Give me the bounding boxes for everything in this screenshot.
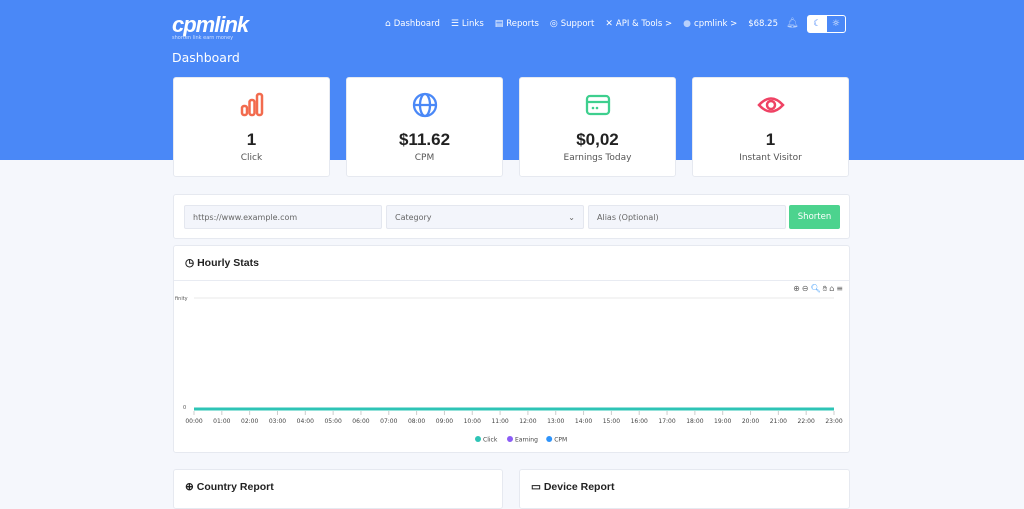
x-tick-label: 20:00 — [742, 418, 759, 425]
x-tick-label: 00:00 — [185, 418, 202, 425]
x-tick-label: 05:00 — [324, 418, 341, 425]
user-icon: ● — [683, 19, 692, 29]
globe-icon: ⊕ — [185, 481, 194, 493]
nav-user[interactable]: ● cpmlink > — [683, 19, 738, 29]
header-banner — [0, 0, 1024, 160]
legend-marker-cpm — [546, 436, 553, 442]
x-tick-label: 10:00 — [464, 418, 481, 425]
x-tick-label: 07:00 — [380, 418, 397, 425]
zoom-select-icon[interactable]: 🔍︎ — [810, 284, 821, 293]
bar-chart-icon — [174, 92, 329, 118]
stat-card-click: 1 Click — [173, 77, 330, 177]
laptop-icon: ▭ — [531, 481, 541, 493]
x-tick-label: 17:00 — [658, 418, 675, 425]
home-icon: ⌂ — [385, 19, 391, 29]
menu-icon[interactable]: ≡ — [836, 284, 843, 293]
zoom-in-icon[interactable]: ⊕ — [793, 284, 800, 293]
x-tick-label: 03:00 — [269, 418, 286, 425]
moon-icon[interactable]: ☾ — [808, 16, 827, 32]
clock-icon: ◷ — [185, 257, 195, 269]
x-tick-label: 06:00 — [352, 418, 369, 425]
x-tick-label: 14:00 — [575, 418, 592, 425]
divider — [174, 280, 849, 281]
stat-card-cpm: $11.62 CPM — [346, 77, 503, 177]
top-nav: ⌂ Dashboard ☰ Links ▤ Reports ◎ Support ✕ API… — [385, 19, 778, 29]
category-select[interactable]: Category ⌄ — [386, 205, 584, 229]
chevron-down-icon: ⌄ — [568, 213, 575, 222]
page-title: Dashboard — [172, 50, 240, 65]
x-tick-label: 01:00 — [213, 418, 230, 425]
lifebuoy-icon: ◎ — [549, 19, 558, 29]
hourly-stats-card: ◷ Hourly Stats ⊕ ⊖ 🔍︎ ✋︎ ⌂ ≡ finity 0 00:00 01:0… — [173, 245, 850, 453]
sun-icon[interactable]: ☼ — [831, 19, 840, 29]
hourly-chart: finity 0 00:00 01:00 02:00 03:00 04:00 05:00 06:… — [175, 296, 843, 444]
x-tick-label: 11:00 — [491, 418, 508, 425]
shorten-button[interactable]: Shorten — [789, 205, 840, 229]
globe-icon — [347, 92, 502, 118]
tools-icon: ✕ — [605, 19, 613, 29]
bell-icon[interactable]: 🔔︎ — [786, 18, 799, 29]
nav-api-tools[interactable]: ✕ API & Tools > — [605, 19, 673, 29]
x-tick-label: 15:00 — [603, 418, 620, 425]
x-tick-label: 23:00 — [825, 418, 842, 425]
home-reset-icon[interactable]: ⌂ — [829, 284, 835, 293]
x-tick-label: 16:00 — [631, 418, 648, 425]
url-input[interactable]: https://www.example.com — [184, 205, 382, 229]
logo[interactable]: cpmlink shorten link earn money — [172, 12, 249, 41]
x-tick-label: 02:00 — [241, 418, 258, 425]
list-icon: ☰ — [450, 19, 459, 29]
chart-toolbar: ⊕ ⊖ 🔍︎ ✋︎ ⌂ ≡ — [793, 284, 843, 294]
nav-reports[interactable]: ▤ Reports — [494, 19, 539, 29]
stat-card-earnings: $0,02 Earnings Today — [519, 77, 676, 177]
credit-card-icon — [520, 92, 675, 118]
legend-label-cpm: CPM — [554, 437, 567, 444]
zoom-out-icon[interactable]: ⊖ — [801, 284, 809, 293]
stat-card-visitor: 1 Instant Visitor — [692, 77, 849, 177]
shorten-form: https://www.example.com Category ⌄ Alias … — [173, 194, 850, 239]
pan-icon[interactable]: ✋︎ — [822, 284, 828, 293]
country-report-card: ⊕ Country Report — [173, 469, 503, 509]
legend-marker-click — [475, 436, 481, 442]
device-report-card: ▭ Device Report — [519, 469, 850, 509]
nav-links[interactable]: ☰ Links — [450, 19, 484, 29]
x-tick-label: 09:00 — [436, 418, 453, 425]
x-tick-label: 12:00 — [519, 418, 536, 425]
theme-toggle[interactable]: ☾ ☼ — [807, 15, 846, 33]
x-tick-label: 13:00 — [547, 418, 564, 425]
y-tick-label: 0 — [183, 405, 186, 411]
alias-input[interactable]: Alias (Optional) — [588, 205, 786, 229]
x-tick-label: 04:00 — [297, 418, 314, 425]
x-tick-label: 21:00 — [770, 418, 787, 425]
nav-dashboard[interactable]: ⌂ Dashboard — [385, 19, 440, 29]
balance: $68.25 — [748, 19, 778, 29]
y-tick-label: finity — [175, 296, 188, 302]
legend-label-earning: Earning — [515, 437, 538, 444]
report-icon: ▤ — [494, 19, 504, 29]
legend-marker-earning — [507, 436, 513, 442]
hourly-stats-title: ◷ Hourly Stats — [185, 257, 259, 269]
legend-label-click: Click — [483, 437, 498, 444]
x-tick-label: 08:00 — [408, 418, 425, 425]
nav-support[interactable]: ◎ Support — [549, 19, 595, 29]
x-tick-label: 18:00 — [686, 418, 703, 425]
x-tick-label: 22:00 — [798, 418, 815, 425]
x-tick-label: 19:00 — [714, 418, 731, 425]
eye-icon — [693, 92, 848, 118]
